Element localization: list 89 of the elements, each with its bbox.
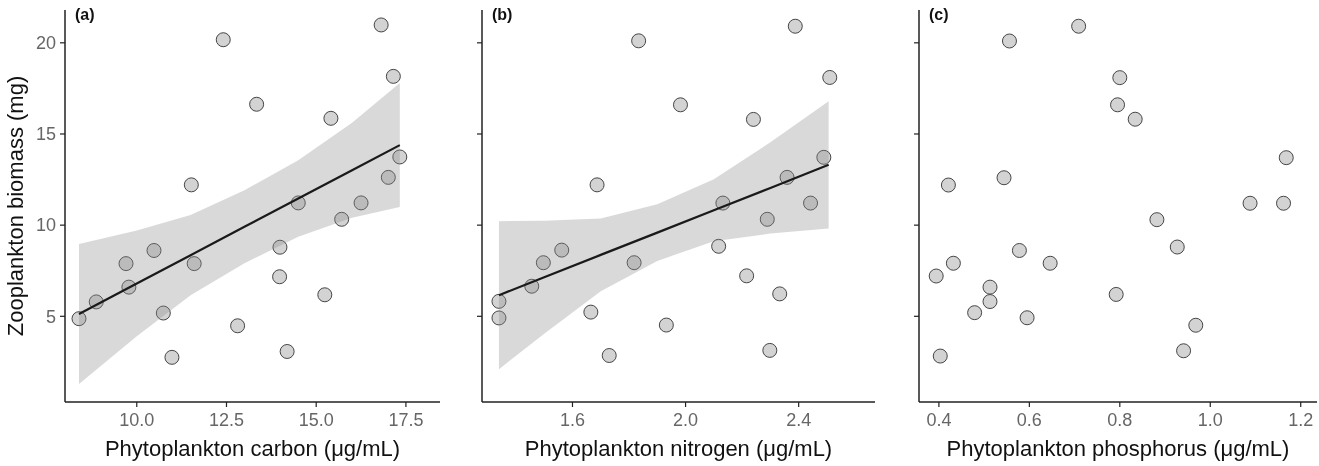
point [155, 305, 171, 321]
point [118, 256, 134, 272]
point [334, 211, 350, 227]
point [745, 111, 761, 127]
point [589, 177, 605, 193]
point [583, 304, 599, 320]
x-tick-label: 1.6 [559, 410, 585, 430]
point [353, 195, 369, 211]
point [272, 239, 288, 255]
point [658, 317, 674, 333]
x-axis-title: Phytoplankton carbon (μg/mL) [104, 436, 401, 461]
point [279, 344, 295, 359]
point [803, 195, 818, 211]
point [71, 311, 87, 327]
point [380, 169, 396, 185]
point [1042, 255, 1058, 271]
point [1169, 239, 1185, 255]
point [982, 279, 998, 295]
point [1112, 70, 1128, 86]
point [759, 211, 775, 227]
point [772, 286, 788, 302]
point [1188, 317, 1204, 333]
point [1019, 310, 1035, 326]
point [1242, 195, 1258, 211]
point [762, 342, 778, 358]
chart-title: (a) [75, 6, 95, 23]
point [317, 287, 333, 303]
point [1176, 343, 1192, 359]
y-tick-label: 10 [35, 215, 56, 236]
point [1110, 97, 1125, 113]
point [183, 177, 199, 193]
point [1011, 243, 1027, 258]
point [822, 70, 838, 85]
point [1108, 286, 1124, 302]
x-tick-label: 12.5 [208, 410, 245, 430]
point [940, 177, 956, 193]
point [982, 294, 998, 309]
point [673, 97, 688, 113]
point [1127, 111, 1143, 127]
point [928, 268, 944, 284]
point [535, 255, 551, 271]
y-axis-title: Zooplankton biomass (mg) [3, 75, 28, 337]
y-tick-label: 20 [35, 33, 56, 54]
point [272, 269, 288, 285]
point [186, 256, 202, 272]
x-tick-label: 17.5 [388, 410, 424, 430]
y-tick-label: 15 [35, 124, 56, 145]
x-tick-label: 1.0 [1197, 410, 1223, 430]
point [932, 348, 948, 364]
point [373, 17, 389, 33]
y-tick-label: 5 [45, 306, 56, 327]
x-tick-label: 2.4 [786, 410, 812, 430]
x-tick-label: 1.2 [1288, 410, 1314, 430]
point [816, 149, 832, 165]
point [631, 33, 647, 49]
point [601, 348, 617, 363]
x-tick-label: 0.4 [926, 410, 952, 430]
point [739, 268, 755, 284]
point [323, 110, 339, 126]
point [164, 349, 180, 365]
x-tick-label: 10.0 [119, 410, 155, 430]
x-tick-label: 2.0 [673, 410, 699, 430]
x-axis-title: Phytoplankton nitrogen (μg/mL) [524, 436, 833, 461]
point [249, 96, 265, 112]
point [230, 318, 246, 334]
point [1071, 18, 1087, 34]
point [711, 238, 727, 254]
point [945, 255, 961, 271]
point [491, 293, 507, 309]
point [392, 149, 408, 165]
point [1002, 33, 1017, 49]
chart-title: (b) [492, 6, 513, 23]
chart-title: (c) [929, 6, 949, 23]
point [385, 68, 401, 84]
x-tick-label: 0.6 [1016, 410, 1042, 430]
point [1278, 150, 1294, 166]
point [215, 32, 231, 48]
x-tick-label: 15.0 [298, 410, 334, 430]
point [967, 305, 983, 321]
point [626, 255, 642, 271]
point [996, 170, 1012, 186]
point [1276, 195, 1291, 211]
x-tick-label: 0.8 [1107, 410, 1133, 430]
point [1149, 212, 1165, 228]
point [491, 310, 507, 326]
point [787, 18, 803, 34]
x-axis-title: Phytoplankton phosphorus (μg/mL) [946, 436, 1290, 461]
point [146, 243, 162, 258]
point [554, 242, 570, 258]
